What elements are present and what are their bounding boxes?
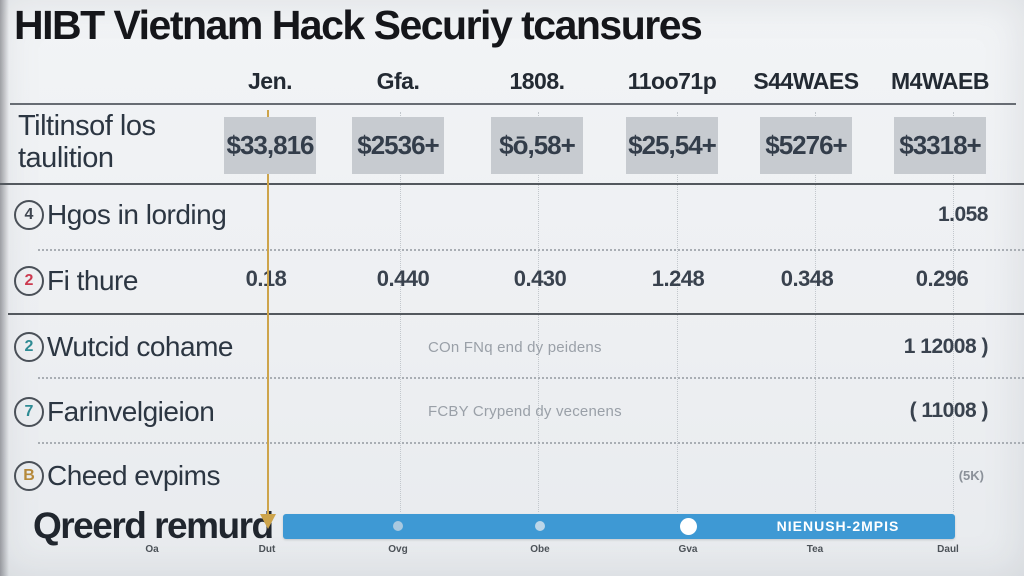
row1-label-line1: Tiltinsof los: [18, 110, 156, 142]
timeline-dot: [535, 521, 545, 531]
timeline-bar-label: NIENUSH-2MPIS: [776, 518, 900, 534]
row-divider-dotted: [38, 442, 1024, 444]
column-header-3: 1808.: [509, 68, 565, 94]
row5-label: 7 Farinvelgieion: [14, 396, 215, 428]
column-header-6: M4WAEB: [891, 68, 989, 94]
header-divider: [10, 103, 1016, 105]
row6-label-text: Cheed evpims: [47, 460, 220, 491]
value-box: $5276+: [760, 117, 852, 174]
row-divider-solid: [0, 183, 1024, 185]
row2-label-text: Hgos in lording: [47, 199, 227, 230]
circled-7-icon: 7: [14, 397, 44, 427]
row2-value: 1.058: [937, 203, 989, 226]
row5-note: FCBY Crypend dy vecenens: [428, 403, 622, 420]
row3-value: 0.430: [513, 266, 567, 291]
row4-label-text: Wutcid cohame: [47, 331, 233, 362]
page-title: HIBT Vietnam Hack Securiy tcansures: [14, 2, 703, 48]
row2-label: 4 Hgos in lording: [14, 199, 227, 231]
axis-tick-label: Daul: [937, 544, 959, 555]
grid-line-vertical: [400, 112, 401, 512]
row3-value: 0.440: [376, 266, 430, 291]
row5-label-text: Farinvelgieion: [47, 396, 215, 427]
circled-4-icon: 4: [14, 200, 44, 230]
footer-label: Qreerd remurd: [33, 505, 274, 546]
row4-label: 2 Wutcid cohame: [14, 331, 233, 363]
grid-line-vertical: [677, 112, 678, 512]
value-box: $3318+: [894, 117, 986, 174]
row6-value: (5K): [958, 468, 984, 483]
timeline-dot: [393, 521, 403, 531]
row3-value: 0.18: [245, 266, 287, 291]
row6-label: B Cheed evpims: [14, 460, 220, 492]
column-header-5: S44WAES: [753, 68, 859, 94]
row3-value: 1.248: [651, 266, 705, 291]
grid-line-vertical: [815, 112, 816, 512]
value-box: $25,54+: [626, 117, 718, 174]
row1-label-line2: taulition: [18, 142, 114, 174]
circled-2-teal-icon: 2: [14, 332, 44, 362]
axis-tick-label: Tea: [806, 544, 824, 555]
row3-value: 0.296: [915, 266, 969, 291]
row3-value: 0.348: [780, 266, 834, 291]
column-header-4: 11oo71p: [627, 68, 717, 94]
gold-marker-line: [267, 110, 269, 515]
axis-tick-label: Ovg: [388, 544, 408, 555]
gold-arrow-down-icon: [260, 514, 276, 529]
axis-tick-label: Dut: [258, 544, 276, 555]
row1-label: Tiltinsof los taulition: [18, 110, 156, 174]
column-header-1: Jen.: [247, 68, 293, 94]
row-divider-dotted: [38, 377, 1024, 379]
row4-note: COn FNq end dy peidens: [428, 339, 602, 356]
axis-tick-label: Gva: [678, 544, 698, 555]
value-box: $ō,58+: [491, 117, 583, 174]
grid-line-vertical: [953, 112, 954, 512]
grid-line-vertical: [538, 112, 539, 512]
circled-b-icon: B: [14, 461, 44, 491]
row5-value: ( 11008 ): [909, 399, 989, 422]
value-box: $33,816: [224, 117, 316, 174]
row-divider-solid: [8, 313, 1024, 315]
row3-label: 2 Fi thure: [14, 265, 138, 297]
row3-label-text: Fi thure: [47, 265, 138, 296]
circled-2-red-icon: 2: [14, 266, 44, 296]
left-edge-shadow: [0, 0, 9, 576]
timeline-handle[interactable]: [680, 518, 697, 535]
axis-tick-label: Oa: [145, 544, 159, 555]
column-header-2: Gfa.: [376, 68, 420, 94]
axis-tick-label: Obe: [530, 544, 550, 555]
row-divider-dotted: [38, 249, 1024, 251]
row4-value: 1 12008 ): [903, 335, 989, 358]
value-box: $2536+: [352, 117, 444, 174]
